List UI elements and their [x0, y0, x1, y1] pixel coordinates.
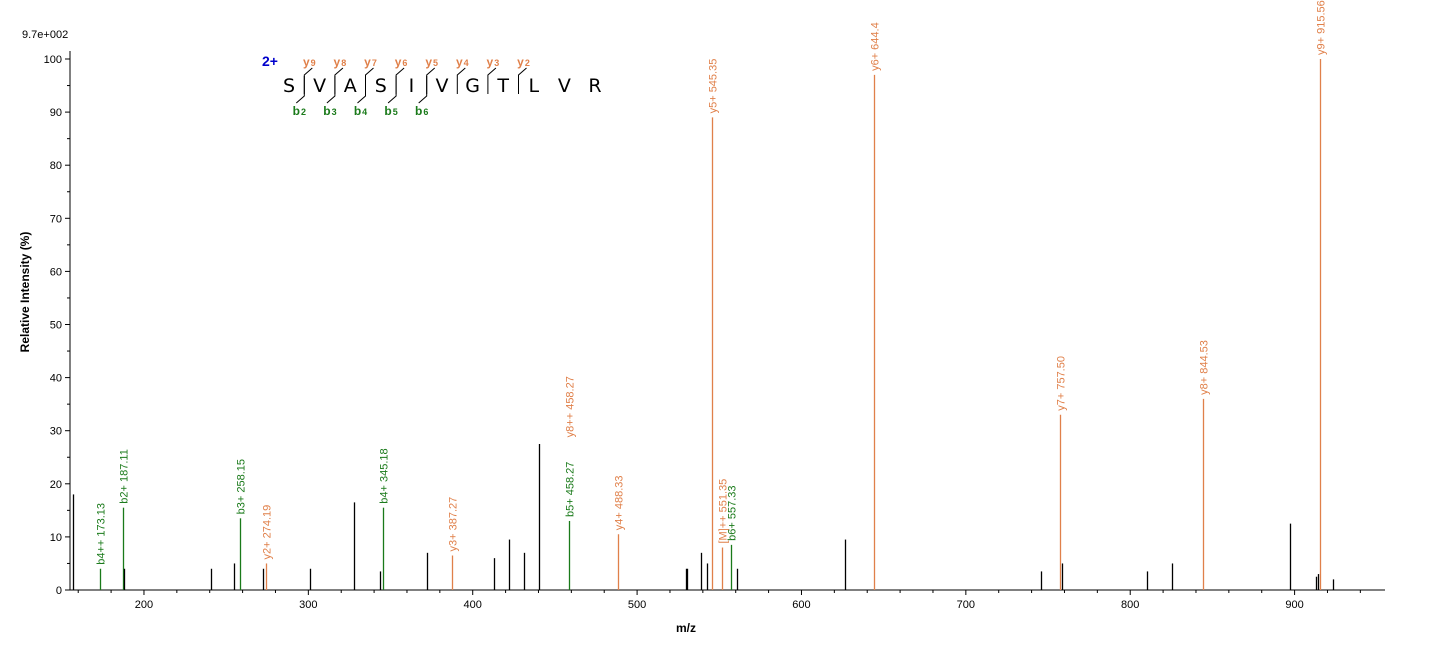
peak-label: y4+ 488.33	[614, 475, 626, 530]
y-tick-label: 30	[50, 426, 62, 438]
peak-label: b4++ 173.13	[96, 503, 108, 565]
b-ion-marker	[326, 76, 336, 104]
peak-label: y9+ 915.56	[1316, 0, 1328, 55]
peak-label: y8+ 844.53	[1199, 340, 1211, 395]
b-ion-label: b4	[354, 104, 367, 118]
y-ion-label: y3	[487, 55, 500, 69]
sequence-residue: L	[529, 75, 540, 97]
x-tick-label: 500	[628, 599, 646, 611]
y-ion-marker	[303, 67, 313, 94]
y-tick-label: 100	[44, 54, 62, 66]
y-axis-label: Relative Intensity (%)	[18, 232, 32, 353]
y-ion-marker	[518, 67, 527, 94]
b-ion-label: b5	[384, 104, 397, 118]
axes: 0 10 20 30 40 50 60 70 80 90 100 200 300 400 500 600 700…	[44, 51, 1385, 611]
y-ion-label: y8	[334, 55, 347, 69]
b-ion-label: b6	[415, 104, 428, 118]
sequence-residue: G	[465, 75, 480, 97]
peak-label: y7+ 757.50	[1056, 356, 1068, 411]
sequence-residue: V	[558, 75, 571, 97]
charge-label: 2+	[262, 53, 278, 69]
y-ion-marker	[487, 67, 497, 94]
x-tick-label: 200	[135, 599, 153, 611]
y-ion-label: y7	[364, 55, 377, 69]
peak-label: y3+ 387.27	[448, 497, 460, 552]
sequence-residue: V	[436, 75, 449, 97]
x-tick-label: 900	[1285, 599, 1303, 611]
y-tick-label: 80	[50, 160, 62, 172]
peak-label: b4+ 345.18	[379, 448, 391, 503]
sequence-residue: A	[344, 75, 357, 97]
sequence-residue: S	[283, 75, 295, 97]
y-ion-marker	[456, 67, 466, 94]
y-ion-label: y4	[456, 55, 469, 69]
peak-label: b3+ 258.15	[236, 459, 248, 514]
sequence-residue: S	[375, 75, 387, 97]
intensity-scale-label: 9.7e+002	[22, 29, 68, 41]
b-ion-label: b3	[323, 104, 336, 118]
y-tick-label: 40	[50, 373, 62, 385]
y-tick-label: 0	[56, 585, 62, 597]
x-tick-label: 700	[957, 599, 975, 611]
peaks-group	[72, 59, 1335, 590]
y-ion-marker	[334, 67, 344, 94]
x-tick-label: 300	[299, 599, 317, 611]
sequence-residue: I	[409, 75, 415, 97]
x-tick-label: 800	[1121, 599, 1139, 611]
sequence-residue: R	[588, 75, 601, 97]
y-tick-label: 10	[50, 532, 62, 544]
x-tick-label: 400	[464, 599, 482, 611]
y-ion-marker	[395, 67, 405, 94]
y-ion-label: y2	[517, 55, 530, 69]
b-ion-marker	[418, 76, 428, 104]
sequence-residue: V	[313, 75, 326, 97]
b-ion-label: b2	[293, 104, 306, 118]
y-ion-label: y6	[395, 55, 408, 69]
b-ion-marker	[387, 76, 397, 104]
peak-label: b6+ 557.33	[727, 485, 739, 540]
y-ion-label: y9	[303, 55, 316, 69]
peak-label: b2+ 187.11	[119, 449, 131, 504]
b-ion-marker	[295, 76, 305, 104]
peak-label: y6+ 644.4	[870, 22, 882, 71]
y-tick-label: 90	[50, 107, 62, 119]
peak-label: y5+ 545.35	[708, 59, 720, 114]
y-tick-label: 20	[50, 479, 62, 491]
x-tick-label: 600	[792, 599, 810, 611]
peak-label: y8++ 458.27	[565, 376, 577, 437]
x-axis-label: m/z	[676, 621, 696, 635]
y-ion-label: y5	[425, 55, 438, 69]
sequence-residue: T	[496, 75, 509, 97]
y-tick-label: 60	[50, 266, 62, 278]
peak-label: [M]++ 551.35	[718, 479, 730, 544]
y-ion-marker	[426, 67, 436, 94]
peak-labels-group: b4++ 173.13 b2+ 187.11 b3+ 258.15 y2+ 274.1…	[96, 0, 1328, 565]
b-ion-marker	[357, 76, 366, 104]
peak-label: b5+ 458.27	[565, 462, 577, 517]
y-tick-label: 70	[50, 213, 62, 225]
y-tick-label: 50	[50, 320, 62, 332]
peak-label: y2+ 274.19	[262, 505, 274, 560]
y-ion-marker	[365, 67, 374, 94]
